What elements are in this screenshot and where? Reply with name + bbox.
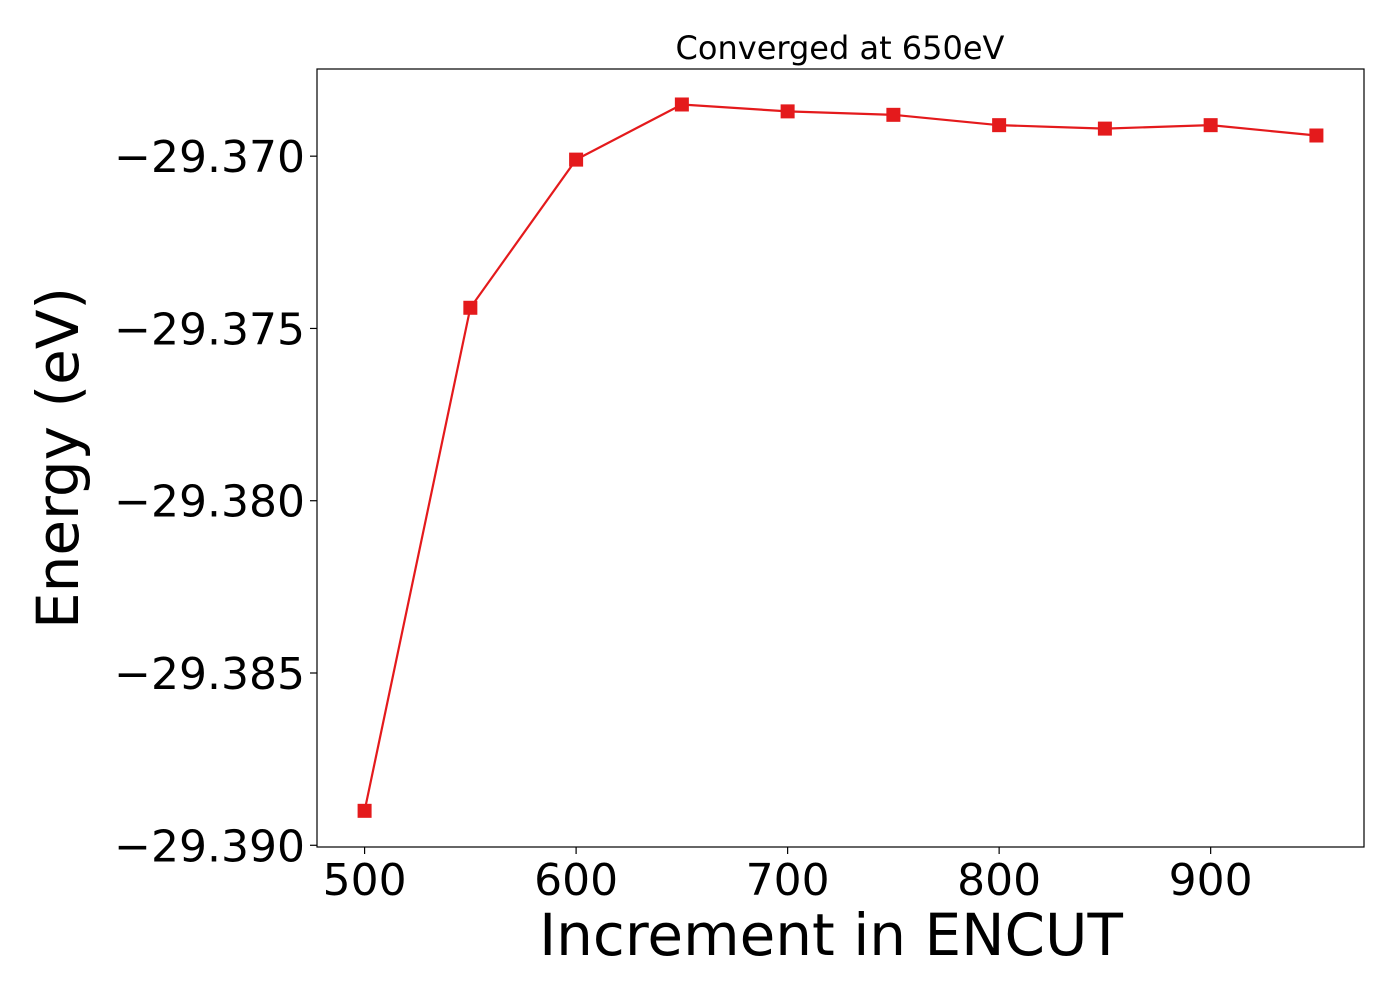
- x-tick-label: 800: [957, 855, 1041, 906]
- series-line: [363, 103, 1317, 812]
- y-tick-label: −29.380: [114, 477, 305, 528]
- data-point-marker: [569, 152, 584, 167]
- x-axis-ticks: 500 600 700 800 900: [323, 847, 1253, 906]
- y-tick-label: −29.390: [114, 821, 305, 872]
- x-tick-label: 600: [534, 855, 618, 906]
- plot-area: [316, 68, 1365, 848]
- x-axis-label: Increment in ENCUT: [539, 901, 1123, 969]
- series-layer: [357, 97, 1324, 818]
- data-point-marker: [463, 300, 478, 315]
- data-point-marker: [357, 803, 372, 818]
- data-point-marker: [780, 104, 795, 119]
- x-tick-label: 500: [323, 855, 407, 906]
- y-axis-ticks: −29.370 −29.375 −29.380 −29.385 −29.390: [114, 132, 317, 872]
- y-tick-label: −29.375: [114, 304, 305, 355]
- y-axis-label: Energy (eV): [24, 287, 92, 629]
- data-point-marker: [1203, 118, 1218, 133]
- chart-title: Converged at 650eV: [676, 29, 1005, 67]
- x-tick-label: 900: [1169, 855, 1253, 906]
- data-point-marker: [886, 107, 901, 122]
- data-point-marker: [992, 118, 1007, 133]
- data-point-marker: [1309, 128, 1324, 143]
- data-point-marker: [674, 97, 689, 112]
- x-tick-label: 700: [746, 855, 830, 906]
- data-point-marker: [1097, 121, 1112, 136]
- y-tick-label: −29.370: [114, 132, 305, 183]
- y-tick-label: −29.385: [114, 649, 305, 700]
